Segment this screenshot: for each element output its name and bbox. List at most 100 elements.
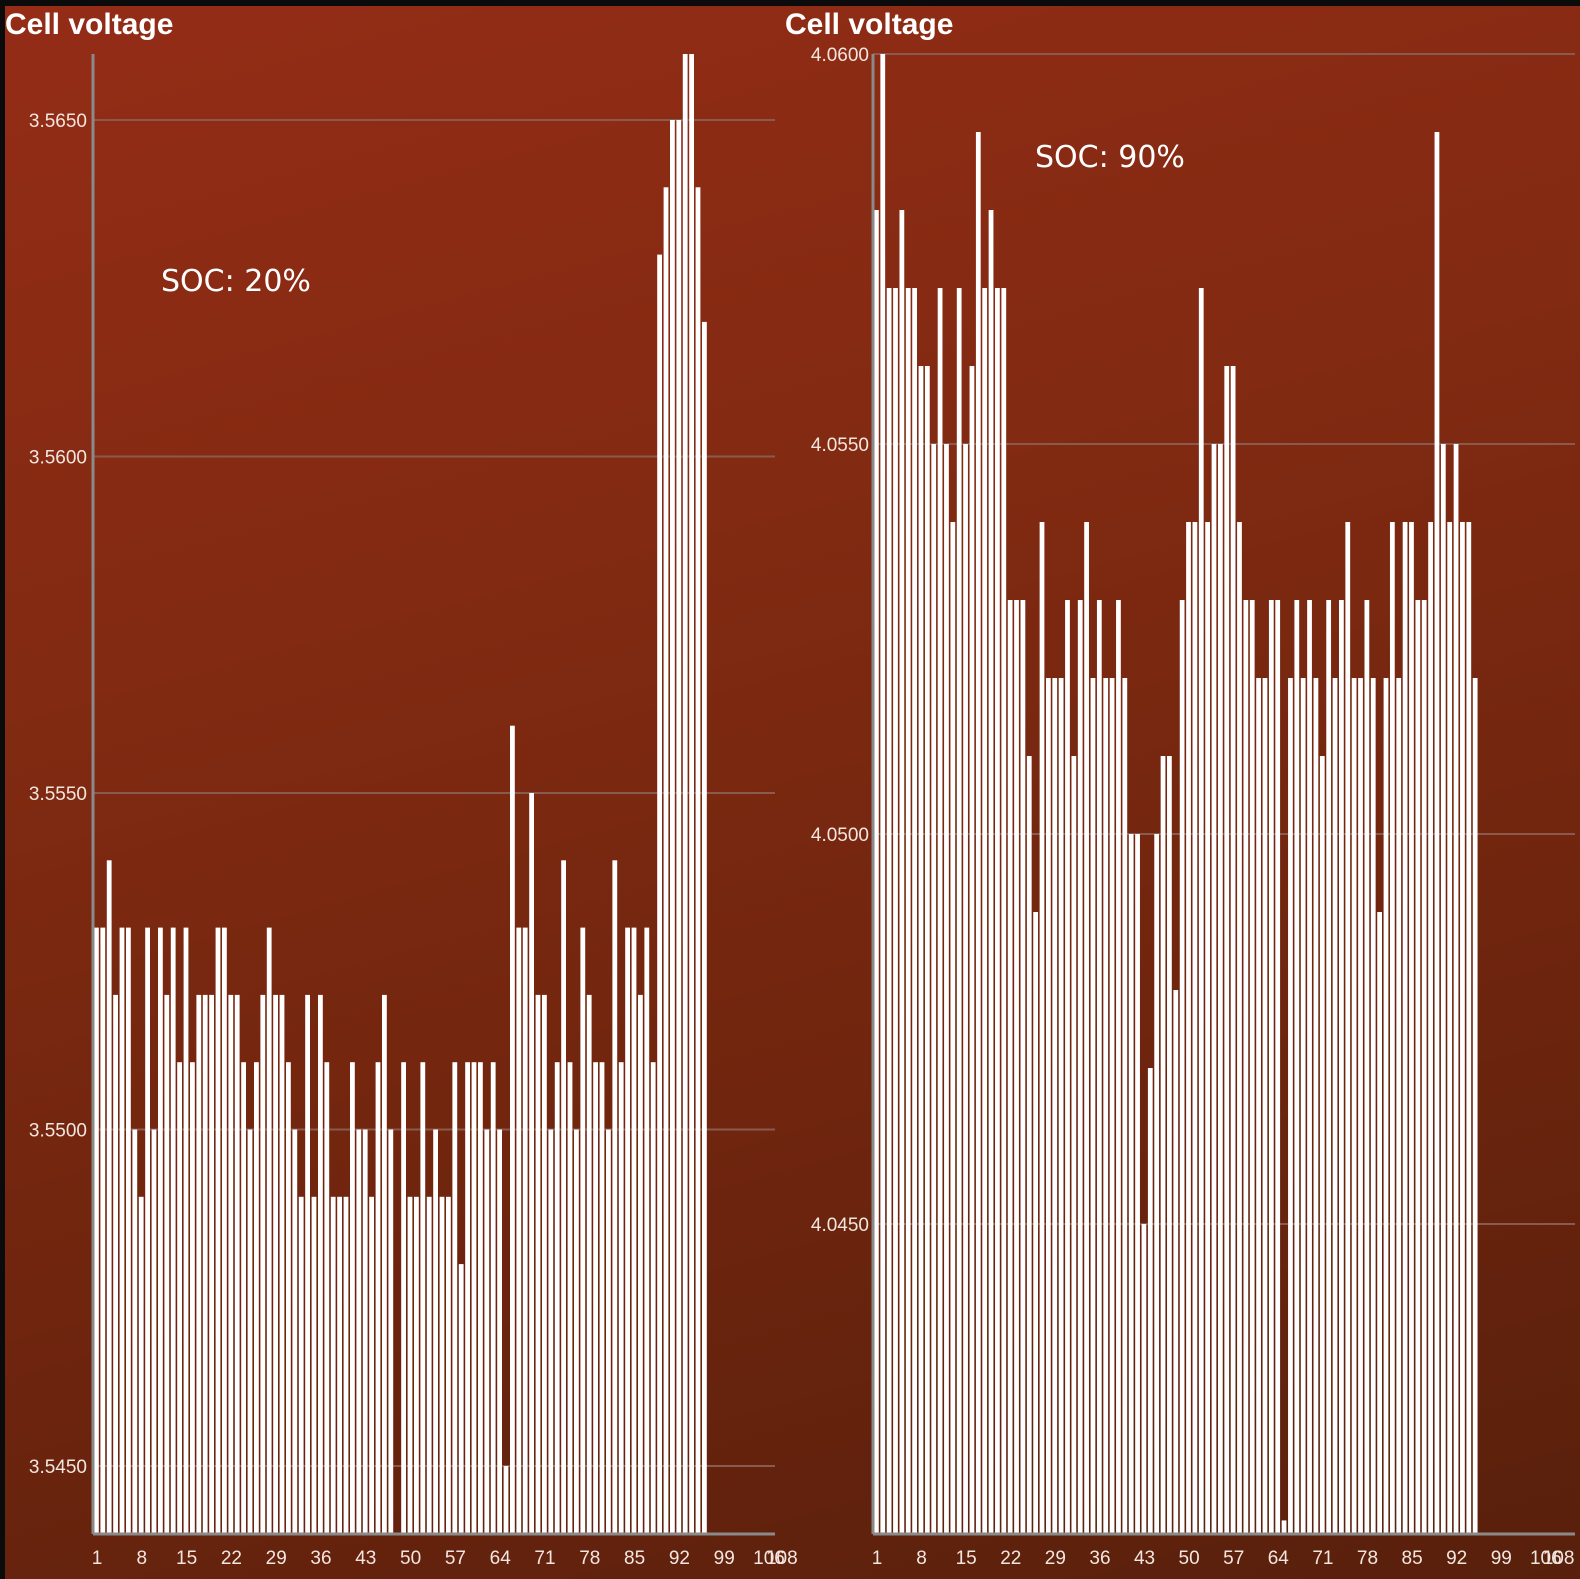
bar: [100, 927, 106, 1534]
bar: [446, 1196, 451, 1534]
bar: [1192, 522, 1198, 1534]
bar: [1453, 444, 1459, 1534]
bar: [625, 927, 630, 1534]
x-tick-label: 108: [1543, 1548, 1575, 1569]
bar: [1466, 522, 1472, 1534]
bar: [1243, 600, 1249, 1534]
x-tick-label: 50: [1179, 1548, 1200, 1569]
bar: [305, 994, 310, 1534]
x-tick-label: 57: [1223, 1548, 1244, 1569]
bar: [1058, 678, 1064, 1534]
bar: [650, 1062, 656, 1534]
bar: [375, 1062, 381, 1534]
bar: [401, 1062, 406, 1534]
bar: [963, 444, 968, 1534]
x-tick-label: 71: [1312, 1548, 1333, 1569]
bar: [1345, 522, 1351, 1534]
y-tick-label: 4.0450: [811, 1215, 869, 1236]
bar: [1211, 444, 1217, 1534]
bar: [580, 927, 586, 1534]
bar: [1103, 678, 1109, 1534]
bar: [260, 994, 266, 1534]
chart-panel-soc20: Cell voltage SOC: 20% 3.5450 3.5500 3.5550…: [5, 6, 798, 1579]
y-tick-label: 3.5550: [29, 784, 87, 805]
bar: [1186, 522, 1191, 1534]
y-tick-label: 3.5600: [29, 448, 87, 469]
bar: [1071, 756, 1077, 1534]
bar: [471, 1062, 477, 1534]
bar: [1294, 600, 1300, 1534]
x-tick-label: 43: [355, 1548, 376, 1569]
y-tick-label: 4.0500: [811, 825, 869, 846]
bar: [535, 994, 541, 1534]
x-tick-label: 8: [916, 1548, 927, 1569]
bar: [1020, 600, 1026, 1534]
bar: [311, 1196, 317, 1534]
bar: [1147, 1068, 1153, 1534]
x-tick-label: 29: [266, 1548, 287, 1569]
bar: [478, 1062, 483, 1534]
bar: [215, 927, 221, 1534]
bar-chart-soc90: 4.0450 4.0500 4.0550 4.0600 1 8 15 22 29 36 43 50 57…: [811, 45, 1575, 1569]
x-tick-label: 64: [1268, 1548, 1290, 1569]
bar: [1389, 522, 1395, 1534]
bar: [1415, 600, 1421, 1534]
bar: [969, 366, 975, 1534]
bar: [484, 1129, 490, 1534]
bar: [356, 1129, 362, 1534]
bar: [950, 522, 956, 1534]
bar: [1396, 678, 1402, 1534]
bar: [1370, 678, 1376, 1534]
bar: [247, 1129, 253, 1534]
bar: [1440, 444, 1446, 1534]
bar: [1402, 522, 1408, 1534]
bar: [931, 444, 937, 1534]
bar: [503, 1466, 509, 1534]
chart-frame: Cell voltage SOC: 20% 3.5450 3.5500 3.5550…: [5, 6, 1580, 1579]
bar: [1351, 678, 1357, 1534]
bar: [1077, 600, 1083, 1534]
bar: [1237, 522, 1242, 1534]
y-tick-label: 3.5650: [29, 111, 87, 132]
bar: [975, 132, 981, 1534]
bar: [1173, 990, 1179, 1534]
bar: [119, 927, 125, 1534]
bar: [618, 1062, 624, 1534]
bar: [1007, 600, 1013, 1534]
bar: [1307, 600, 1312, 1534]
bar: [388, 1129, 394, 1534]
bar: [414, 1196, 419, 1534]
chart-title: Cell voltage: [5, 8, 174, 41]
bars: [94, 54, 707, 1535]
bar: [286, 1062, 291, 1534]
bar: [292, 1129, 298, 1534]
bar: [529, 793, 534, 1534]
bar: [1033, 912, 1039, 1534]
bar: [1332, 678, 1338, 1534]
bar: [574, 1129, 579, 1534]
bar: [106, 860, 112, 1534]
x-tick-label: 57: [445, 1548, 466, 1569]
bar: [465, 1062, 470, 1534]
bar: [880, 54, 886, 1534]
bar: [1358, 678, 1363, 1534]
bars: [874, 54, 1478, 1534]
bar: [126, 927, 131, 1534]
x-tick-label: 99: [1491, 1548, 1512, 1569]
bar: [497, 1129, 502, 1534]
bar: [510, 725, 515, 1534]
bar: [631, 927, 637, 1534]
bar: [937, 288, 943, 1534]
y-tick-label: 4.0600: [811, 45, 869, 66]
bar: [1434, 132, 1440, 1534]
bar: [1179, 600, 1185, 1534]
bar: [1428, 522, 1433, 1534]
bar: [222, 927, 227, 1534]
bar: [657, 254, 662, 1535]
bar: [1256, 678, 1261, 1534]
bar: [407, 1196, 413, 1534]
bar: [548, 1129, 554, 1534]
bar: [554, 1062, 560, 1534]
chart-panel-soc90: Cell voltage SOC: 90% 4.0450 4.0500 4.0550…: [785, 6, 1580, 1579]
bar: [94, 927, 99, 1534]
